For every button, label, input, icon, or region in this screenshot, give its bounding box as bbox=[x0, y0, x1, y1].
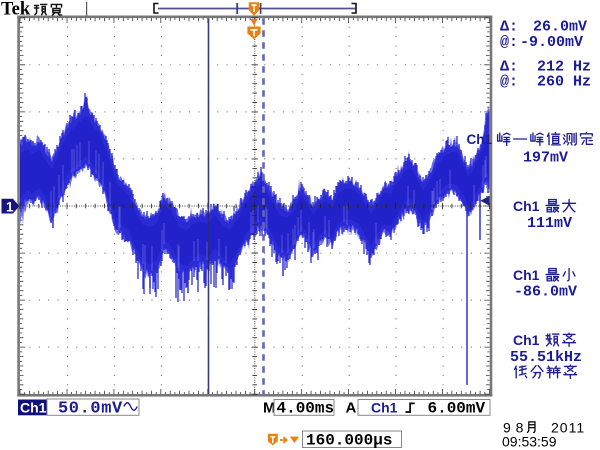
svg-text:A: A bbox=[346, 400, 357, 417]
svg-text:1: 1 bbox=[6, 200, 14, 215]
svg-text:-9.00mV: -9.00mV bbox=[520, 34, 583, 51]
svg-text:50.0mV: 50.0mV bbox=[58, 400, 123, 419]
svg-text:Ch1: Ch1 bbox=[371, 399, 398, 415]
svg-text:Ch1: Ch1 bbox=[20, 399, 47, 415]
svg-text:6.00mV: 6.00mV bbox=[428, 399, 486, 417]
svg-text:160.000µs: 160.000µs bbox=[306, 431, 392, 449]
svg-text:Ch1: Ch1 bbox=[513, 198, 540, 214]
svg-text:-86.0mV: -86.0mV bbox=[514, 284, 577, 301]
svg-text:55.51kHz: 55.51kHz bbox=[510, 349, 582, 366]
svg-text:Δ:: Δ: bbox=[500, 59, 518, 76]
svg-text:111mV: 111mV bbox=[527, 215, 572, 232]
svg-text:M: M bbox=[263, 400, 276, 417]
svg-text:197mV: 197mV bbox=[523, 150, 568, 167]
svg-text:Tek: Tek bbox=[1, 0, 31, 20]
svg-text:09:53:59: 09:53:59 bbox=[502, 434, 557, 450]
svg-text:260 Hz: 260 Hz bbox=[537, 74, 591, 91]
svg-text:Δ:: Δ: bbox=[500, 19, 518, 36]
svg-text:4.00ms: 4.00ms bbox=[277, 399, 335, 417]
svg-text:212 Hz: 212 Hz bbox=[537, 59, 591, 76]
svg-text:26.0mV: 26.0mV bbox=[533, 19, 587, 36]
svg-text:2011: 2011 bbox=[551, 420, 585, 436]
svg-text:@:: @: bbox=[500, 34, 518, 51]
svg-text:@:: @: bbox=[500, 74, 518, 91]
svg-text:9 8: 9 8 bbox=[503, 420, 524, 436]
svg-text:Ch1: Ch1 bbox=[513, 332, 540, 348]
svg-text:Ch1: Ch1 bbox=[467, 132, 493, 147]
svg-text:Ch1: Ch1 bbox=[513, 267, 540, 283]
